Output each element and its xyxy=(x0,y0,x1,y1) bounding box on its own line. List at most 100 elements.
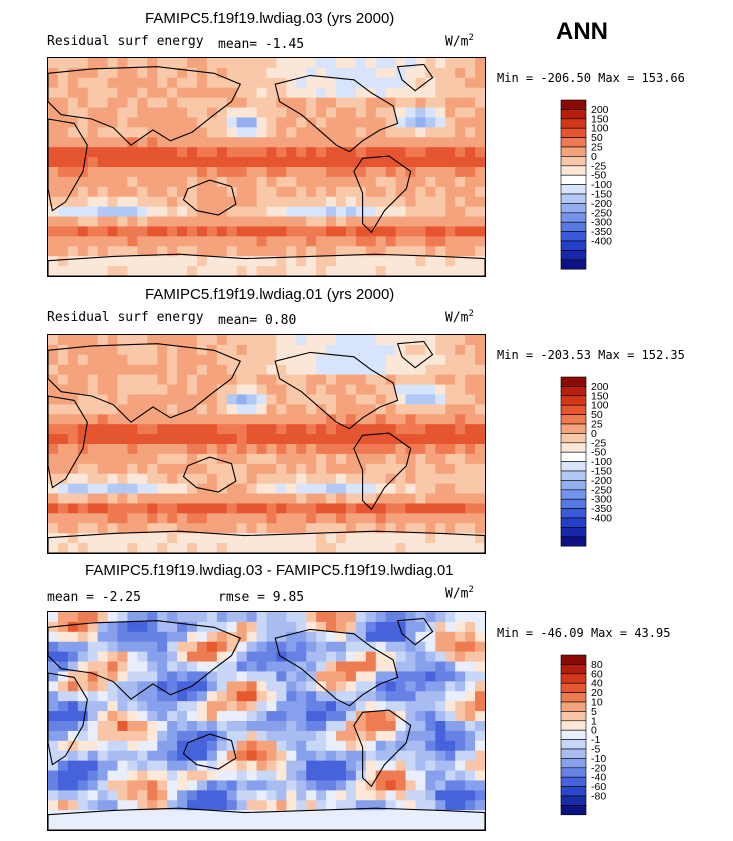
map-cell xyxy=(226,641,238,653)
map-cell xyxy=(157,651,168,663)
map-cell xyxy=(326,711,337,722)
map-cell xyxy=(455,661,466,673)
map-cell xyxy=(365,483,377,495)
map-cell xyxy=(405,246,417,257)
map-cell xyxy=(266,730,278,742)
colorbar-swatch xyxy=(560,433,587,444)
map-cell xyxy=(167,513,178,524)
map-cell xyxy=(117,176,129,188)
map-cell xyxy=(455,543,466,553)
map-cell xyxy=(107,384,119,396)
map-cell xyxy=(345,681,357,692)
map-cell xyxy=(48,354,59,366)
map-cell xyxy=(405,127,417,138)
map-cell xyxy=(425,533,436,544)
map-cell xyxy=(336,790,347,801)
map-cell xyxy=(415,463,427,475)
map-cell xyxy=(48,453,59,465)
map-cell xyxy=(226,711,238,722)
map-cell xyxy=(67,236,79,247)
map-cell xyxy=(147,760,158,772)
map-cell xyxy=(167,621,178,633)
map-cell xyxy=(355,246,367,257)
map-cell xyxy=(385,344,397,356)
map-cell xyxy=(256,97,268,109)
map-cell xyxy=(415,176,427,188)
map-cell xyxy=(77,800,89,811)
map-cell xyxy=(196,394,208,405)
map-cell xyxy=(266,631,278,643)
map-cell xyxy=(425,147,436,158)
map-cell xyxy=(226,226,238,237)
map-cell xyxy=(67,246,79,257)
map-cell xyxy=(345,117,357,128)
map-cell xyxy=(246,740,258,752)
map-cell xyxy=(455,176,466,188)
map-cell xyxy=(48,404,59,415)
map-cell xyxy=(127,810,138,821)
map-cell xyxy=(77,127,89,138)
map-cell xyxy=(87,681,99,692)
map-cell xyxy=(276,147,287,158)
map-cell xyxy=(425,790,436,801)
map-cell xyxy=(296,414,307,425)
map-cell xyxy=(48,266,59,276)
map-cell xyxy=(127,661,138,673)
map-cell xyxy=(127,780,138,791)
map-cell xyxy=(425,621,436,633)
map-cell xyxy=(117,790,129,801)
map-cell xyxy=(375,543,387,553)
map-cell xyxy=(306,414,317,425)
map-cell xyxy=(326,374,337,386)
map-cell xyxy=(246,354,258,366)
map-cell xyxy=(286,434,297,445)
map-cell xyxy=(465,246,476,257)
map-cell xyxy=(465,523,476,534)
map-cell xyxy=(425,711,436,722)
map-cell xyxy=(57,344,69,356)
map-cell xyxy=(445,67,456,79)
map-cell xyxy=(415,513,427,524)
map-cell xyxy=(226,691,238,702)
map-cell xyxy=(117,750,129,762)
map-cell xyxy=(167,463,178,475)
map-cell xyxy=(306,246,317,257)
map-cell xyxy=(475,671,485,682)
map-cell xyxy=(117,533,129,544)
coastline xyxy=(48,395,88,489)
map-cell xyxy=(405,800,417,811)
map-cell xyxy=(266,266,278,276)
map-cell xyxy=(196,246,208,257)
map-cell xyxy=(48,226,59,237)
map-cell xyxy=(276,730,287,742)
map-cell xyxy=(177,780,188,791)
map-cell xyxy=(57,206,69,218)
map-cell xyxy=(326,364,337,376)
map-cell xyxy=(216,810,228,821)
map-cell xyxy=(107,196,119,208)
map-cell xyxy=(117,463,129,475)
map-cell xyxy=(77,236,89,247)
map-cell xyxy=(336,97,347,109)
map-cell xyxy=(187,58,198,69)
map-cell xyxy=(236,463,248,475)
map-cell xyxy=(167,97,178,109)
map-cell xyxy=(395,107,407,119)
map-cell xyxy=(196,691,208,702)
map-cell xyxy=(57,493,69,505)
map-cell xyxy=(167,344,178,356)
map-cell xyxy=(336,721,347,732)
colorbar-tick-label: 150 xyxy=(591,390,609,402)
map-cell xyxy=(147,77,158,89)
map-cell xyxy=(336,404,347,415)
map-cell xyxy=(415,97,427,109)
map-cell xyxy=(475,87,485,99)
map-cell xyxy=(147,750,158,762)
map-cell xyxy=(226,186,238,198)
map-cell xyxy=(206,404,218,415)
map-cell xyxy=(365,750,377,762)
map-cell xyxy=(107,483,119,495)
map-cell xyxy=(336,216,347,228)
map-cell xyxy=(107,67,119,79)
map-cell xyxy=(137,691,148,702)
